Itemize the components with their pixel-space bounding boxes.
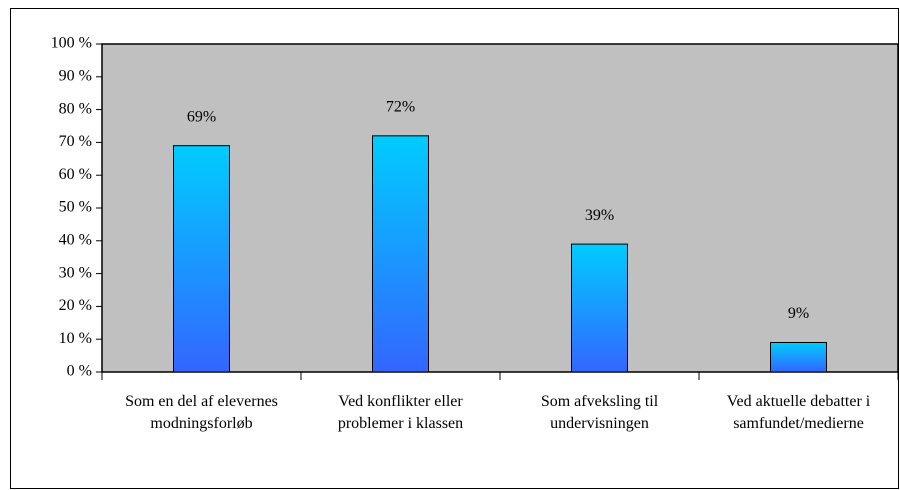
y-tick-label: 10 %: [59, 330, 92, 347]
y-tick-label: 0 %: [67, 363, 92, 380]
x-tick-label: Ved aktuelle debatter i samfundet/medier…: [726, 393, 871, 432]
data-label: 69%: [187, 108, 216, 125]
bar: [770, 341, 827, 373]
y-tick-label: 20 %: [59, 297, 92, 314]
data-label: 72%: [386, 99, 415, 116]
x-tick-label: Som en del af elevernes modningsforløb: [125, 393, 278, 432]
y-tick-label: 80 %: [59, 100, 92, 117]
y-tick-label: 40 %: [59, 231, 92, 248]
bar: [173, 145, 230, 373]
y-tick-label: 70 %: [59, 133, 92, 150]
data-label: 39%: [585, 207, 614, 224]
data-label: 9%: [788, 305, 809, 322]
y-tick-label: 30 %: [59, 264, 92, 281]
x-tick-label: Som afveksling til undervisningen: [540, 393, 659, 432]
plot-area: [101, 43, 899, 373]
y-tick-label: 60 %: [59, 166, 92, 183]
x-tick-label: Ved konflikter eller problemer i klassen: [337, 393, 464, 432]
y-tick-label: 100 %: [51, 35, 92, 52]
bar: [571, 243, 628, 373]
bar: [372, 135, 429, 373]
y-tick-label: 90 %: [59, 67, 92, 84]
y-tick-label: 50 %: [59, 199, 92, 216]
